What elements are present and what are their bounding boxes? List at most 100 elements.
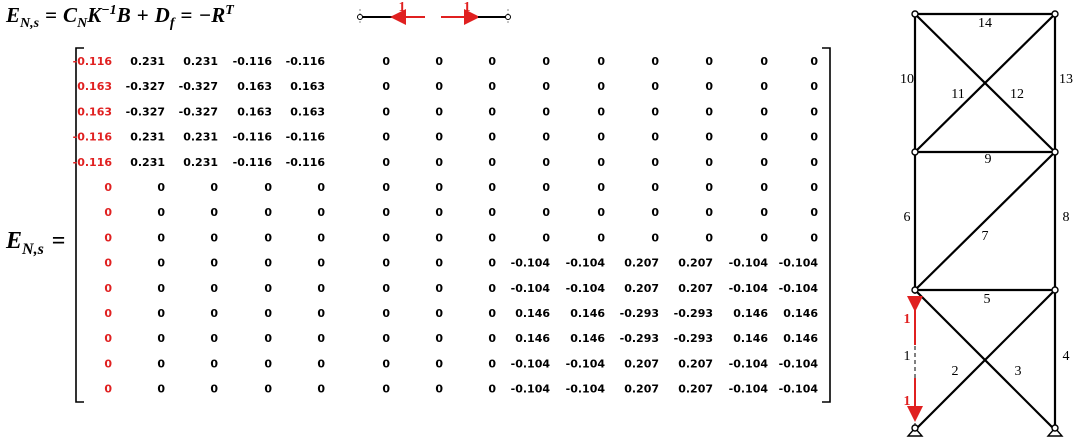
matrix-cell: 0	[382, 181, 390, 194]
matrix-cell: 0	[810, 80, 818, 93]
matrix-cell: -0.104	[729, 257, 769, 270]
matrix-cell: 0.163	[290, 80, 325, 93]
matrix-cell: 0	[760, 80, 768, 93]
matrix-cell: 0.207	[624, 282, 659, 295]
matrix-cell: 0	[435, 332, 443, 345]
matrix-cell: 0	[810, 131, 818, 144]
matrix-cell: 0	[810, 55, 818, 68]
matrix-cell: 0.163	[237, 80, 272, 93]
member-label: 2	[952, 364, 959, 379]
matrix-cell: 0	[435, 105, 443, 118]
matrix-cell: 0	[382, 332, 390, 345]
matrix-cell: 0	[264, 282, 272, 295]
matrix-cell: 0	[317, 332, 325, 345]
matrix-cell: -0.327	[179, 105, 218, 118]
matrix-cell: 0	[542, 131, 550, 144]
matrix-cell: -0.116	[233, 131, 273, 144]
matrix-cell: 0	[542, 105, 550, 118]
matrix-cell: 0	[382, 131, 390, 144]
matrix-cell: 0	[435, 55, 443, 68]
member-label: 8	[1063, 210, 1070, 225]
matrix-cell: -0.116	[73, 55, 113, 68]
matrix-cell: 0	[488, 257, 496, 270]
matrix-cell: 0	[435, 282, 443, 295]
matrix-cell: 0	[705, 231, 713, 244]
matrix-cell: 0	[488, 181, 496, 194]
matrix-cell: 0	[435, 80, 443, 93]
matrix-cell: 0	[264, 231, 272, 244]
matrix-cell: 0	[104, 307, 112, 320]
matrix-cell: -0.104	[779, 383, 819, 396]
bar-label: 1	[399, 0, 406, 15]
matrix-cell: 0.207	[624, 257, 659, 270]
matrix-cell: 0	[542, 231, 550, 244]
matrix-cell: 0	[317, 357, 325, 370]
matrix-cell: 0	[488, 105, 496, 118]
matrix-cell: 0	[210, 282, 218, 295]
matrix-cell: 0	[810, 206, 818, 219]
matrix-cell: 0.146	[515, 332, 550, 345]
matrix-cell: 0.146	[733, 307, 768, 320]
matrix-cell: 0	[597, 156, 605, 169]
matrix-cell: 0	[210, 257, 218, 270]
matrix-cell: 0	[542, 181, 550, 194]
matrix-cell: 0	[264, 206, 272, 219]
matrix-cell: 0	[488, 206, 496, 219]
right-bracket	[822, 47, 831, 403]
bar-diagram: 1 1	[357, 0, 511, 25]
member-label: 11	[951, 87, 964, 102]
matrix-cell: -0.104	[566, 257, 606, 270]
matrix-cell: 0	[382, 357, 390, 370]
matrix-cell: 0	[760, 156, 768, 169]
matrix-cell: -0.116	[73, 131, 113, 144]
matrix-cell: 0	[210, 231, 218, 244]
matrix-cell: -0.104	[779, 357, 819, 370]
matrix-cell: 0	[597, 131, 605, 144]
matrix-cell: -0.116	[286, 131, 326, 144]
matrix-label: EN,s =	[5, 228, 65, 258]
matrix-cell: 0	[651, 181, 659, 194]
matrix: -0.116 0.231 0.231 -0.116 -0.116 0 0 0 0 0 0 0 0 0 0.1…	[73, 55, 819, 396]
matrix-cell: 0.163	[290, 105, 325, 118]
matrix-cell: 0	[157, 257, 165, 270]
matrix-cell: 0	[317, 282, 325, 295]
matrix-cell: 0	[760, 181, 768, 194]
matrix-cell: 0	[651, 131, 659, 144]
matrix-cell: 0	[810, 156, 818, 169]
matrix-cell: 0	[157, 181, 165, 194]
matrix-cell: 0	[651, 231, 659, 244]
matrix-cell: -0.116	[233, 156, 273, 169]
matrix-cell: 0	[104, 257, 112, 270]
matrix-cell: 0	[157, 206, 165, 219]
matrix-cell: 0	[597, 105, 605, 118]
matrix-cell: 0	[210, 357, 218, 370]
matrix-cell: -0.293	[620, 307, 659, 320]
matrix-cell: 0	[382, 156, 390, 169]
matrix-cell: 0.207	[624, 357, 659, 370]
matrix-cell: 0.207	[624, 383, 659, 396]
matrix-cell: 0	[382, 307, 390, 320]
matrix-cell: 0	[597, 181, 605, 194]
matrix-cell: 0	[705, 206, 713, 219]
matrix-cell: 0.207	[678, 257, 713, 270]
member-label: 13	[1059, 72, 1073, 87]
matrix-cell: 0	[651, 105, 659, 118]
matrix-cell: 0.231	[130, 131, 165, 144]
matrix-cell: 0	[597, 231, 605, 244]
matrix-cell: 0.146	[570, 332, 605, 345]
matrix-cell: 0	[264, 332, 272, 345]
matrix-cell: 0	[705, 55, 713, 68]
matrix-cell: 0.231	[130, 55, 165, 68]
matrix-cell: -0.104	[779, 282, 819, 295]
matrix-cell: 0	[157, 307, 165, 320]
matrix-cell: -0.327	[179, 80, 218, 93]
matrix-cell: 0.163	[237, 105, 272, 118]
matrix-cell: 0	[705, 105, 713, 118]
matrix-cell: -0.116	[73, 156, 113, 169]
matrix-cell: 0	[210, 181, 218, 194]
matrix-cell: 0	[810, 231, 818, 244]
matrix-cell: 0	[104, 383, 112, 396]
matrix-cell: -0.104	[566, 383, 606, 396]
matrix-cell: -0.327	[126, 80, 165, 93]
